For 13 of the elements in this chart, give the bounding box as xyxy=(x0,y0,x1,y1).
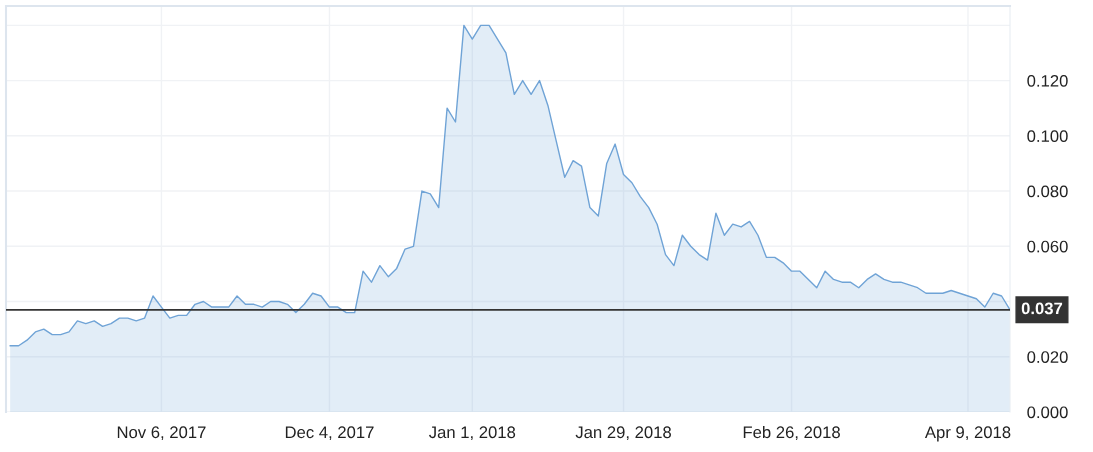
y-tick-label: 0.120 xyxy=(1027,74,1068,87)
ref-line-label: 0.037 xyxy=(1021,302,1063,315)
x-tick-label: Dec 4, 2017 xyxy=(285,426,374,441)
x-tick-label: Jan 1, 2018 xyxy=(429,426,516,441)
x-tick-label: Feb 26, 2018 xyxy=(743,425,840,441)
x-tick-label: Nov 6, 2017 xyxy=(117,426,206,441)
y-tick-label: 0.000 xyxy=(1027,406,1068,419)
y-tick-label: 0.100 xyxy=(1027,130,1068,143)
y-tick-label: 0.060 xyxy=(1027,240,1068,253)
y-tick-label: 0.020 xyxy=(1027,351,1068,363)
y-tick-label: 0.080 xyxy=(1027,185,1068,198)
x-tick-label: Apr 9, 2018 xyxy=(924,426,1011,442)
x-tick-label: Jan 29, 2018 xyxy=(575,426,671,441)
